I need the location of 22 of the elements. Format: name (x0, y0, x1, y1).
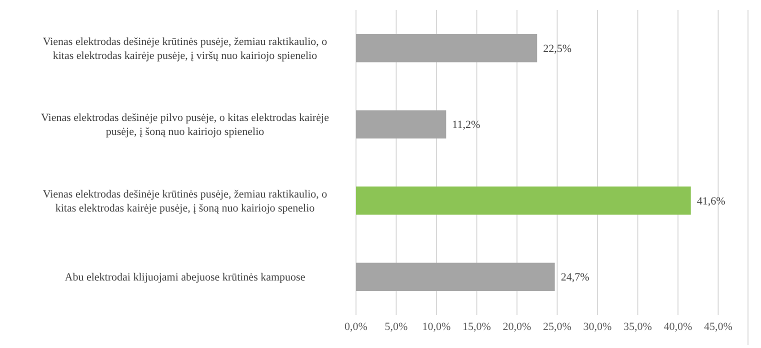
bar (356, 34, 538, 62)
x-tick-label: 35,0% (624, 321, 652, 333)
x-tick-label: 30,0% (583, 321, 612, 333)
bar (356, 186, 691, 215)
x-tick-label: 15,0% (462, 321, 491, 333)
y-tick-label: Vienas elektrodas dešinėje pilvo pusėje, o kitas elektrodas kairėje pusėje, į šoną nuo kairiojo spienelio (41, 112, 330, 138)
y-tick-label: Vienas elektrodas dešinėje krūtinės pusėje, žemiau raktikaulio, o kitas elektrodas kairėje pusėje, į viršų nuo kairiojo spienelio (42, 36, 328, 62)
data-label: 11,2% (452, 119, 480, 132)
bar (356, 110, 446, 138)
y-tick-label: Abu elektrodai klijuojami abejuose krūtinės kampuose (64, 272, 306, 284)
data-label: 41,6% (696, 195, 726, 208)
x-tick-label: 0,0% (344, 321, 368, 333)
x-tick-label: 45,0% (704, 321, 732, 333)
x-tick-label: 25,0% (543, 321, 572, 333)
bar (356, 262, 555, 291)
x-tick-label: 5,0% (384, 321, 408, 333)
x-tick-label: 40,0% (664, 321, 692, 333)
y-tick-label: Vienas elektrodas dešinėje krūtinės pusėje, žemiau raktikaulio, o kitas elektrodas kairėje pusėje, į šoną nuo kairiojo spenelio (42, 188, 328, 214)
data-label: 24,7% (560, 272, 590, 284)
data-label: 22,5% (543, 42, 572, 55)
x-tick-label: 20,0% (502, 321, 532, 333)
x-tick-label: 10,0% (422, 321, 451, 333)
